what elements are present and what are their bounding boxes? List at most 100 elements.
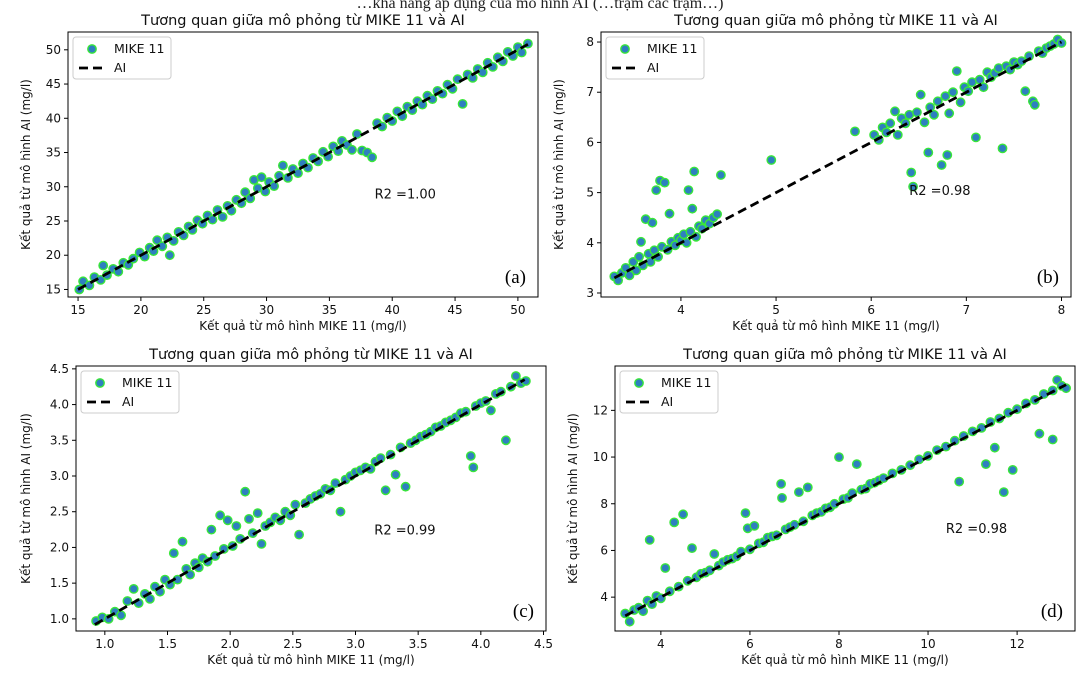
y-tick-label: 35 (46, 146, 61, 160)
y-tick-label: 6 (600, 543, 608, 557)
x-tick-label: 30 (259, 303, 274, 317)
scatter-point (634, 251, 644, 262)
scatter-point (500, 435, 511, 446)
scatter-point (709, 549, 720, 559)
y-axis-label: Kết quả từ mô hình AI (mg/l) (566, 413, 580, 584)
scatter-point (912, 107, 922, 118)
ai-regression-line (77, 43, 529, 291)
scatter-point (1047, 434, 1058, 445)
x-axis-label: Kết quả từ mô hình MIKE 11 (mg/l) (207, 653, 414, 667)
plot-frame (75, 365, 547, 632)
ai-regression-line (624, 383, 1067, 618)
scatter-point (122, 596, 133, 606)
x-tick-label: 15 (70, 303, 85, 317)
scatter-point (294, 529, 304, 540)
scatter-point (989, 442, 1000, 453)
y-tick-label: 3.0 (50, 469, 69, 483)
y-tick-label: 3.5 (50, 433, 69, 447)
panel-label: (b) (1037, 267, 1059, 288)
scatter-point (1034, 428, 1045, 439)
x-tick-label: 10 (920, 637, 935, 651)
legend-ai: AI (661, 394, 673, 409)
r2-annotation: R2 =1.00 (375, 187, 436, 202)
legend-mike11: MIKE 11 (122, 375, 172, 390)
scatter-point (948, 87, 958, 98)
x-tick-label: 8 (1058, 303, 1066, 317)
x-tick-label: 2.0 (221, 637, 240, 651)
scatter-point (206, 524, 217, 535)
scatter-point (885, 118, 896, 129)
scatter-point (457, 99, 468, 109)
x-axis-label: Kết quả từ mô hình MIKE 11 (mg/l) (199, 319, 406, 333)
x-tick-label: 45 (447, 303, 462, 317)
scatter-point (352, 129, 362, 139)
y-tick-label: 20 (46, 248, 61, 262)
x-tick-label: 50 (510, 303, 525, 317)
x-tick-label: 3.5 (409, 637, 428, 651)
y-tick-label: 1.5 (50, 576, 69, 590)
x-tick-label: 7 (963, 303, 971, 317)
scatter-point (932, 96, 943, 107)
scatter-point (269, 181, 279, 192)
scatter-point (906, 167, 917, 178)
x-tick-label: 4.0 (471, 637, 490, 651)
scatter-point (330, 478, 341, 488)
plot-frame (67, 31, 539, 298)
scatter-point (256, 539, 267, 549)
y-tick-label: 4 (600, 590, 608, 604)
scatter-point (222, 515, 233, 526)
scatter-point (971, 132, 981, 143)
scatter-point (929, 109, 939, 120)
x-tick-label: 6 (746, 637, 754, 651)
scatter-point (290, 499, 301, 510)
plot-frame (614, 365, 1076, 632)
r2-annotation: R2 =0.99 (374, 524, 435, 539)
r2-annotation: R2 =0.98 (946, 522, 1007, 537)
scatter-point (244, 514, 254, 524)
x-tick-label: 2.5 (283, 637, 302, 651)
scatter-point (240, 486, 251, 497)
y-tick-label: 25 (46, 214, 61, 228)
x-tick-label: 12 (1009, 637, 1024, 651)
y-tick-label: 5 (586, 186, 594, 200)
y-tick-label: 15 (46, 282, 61, 296)
scatter-point (277, 160, 288, 171)
y-axis-label: Kết quả từ mô hình AI (mg/l) (19, 79, 33, 250)
scatter-point (850, 126, 860, 137)
x-tick-label: 3.0 (346, 637, 365, 651)
x-tick-label: 5 (772, 303, 780, 317)
scatter-point (997, 143, 1008, 154)
legend-ai: AI (114, 60, 126, 75)
y-tick-label: 3 (586, 286, 594, 300)
y-tick-label: 7 (586, 85, 594, 99)
scatter-point (164, 250, 175, 261)
scatter-point (998, 487, 1009, 497)
scatter-point (335, 506, 346, 517)
scatter-point (776, 478, 786, 489)
scatter-point (1029, 99, 1040, 110)
legend-mike11: MIKE 11 (114, 41, 164, 56)
chart-panel-a: Tương quan giữa mô phỏng từ MIKE 11 và A… (19, 13, 539, 333)
plot-frame (600, 31, 1072, 298)
scatter-point (740, 508, 751, 518)
ai-regression-line (94, 378, 526, 626)
y-tick-label: 4.0 (50, 398, 69, 412)
legend-mike11: MIKE 11 (661, 375, 711, 390)
scatter-point (1020, 86, 1031, 97)
scatter-point (687, 203, 698, 214)
scatter-point (252, 508, 263, 518)
scatter-point (624, 616, 635, 627)
x-tick-label: 35 (322, 303, 337, 317)
y-tick-label: 2.5 (50, 505, 69, 519)
scatter-point (915, 89, 926, 100)
scatter-point (749, 521, 760, 531)
scatter-point (116, 610, 127, 621)
x-tick-label: 4 (657, 637, 665, 651)
panel-label: (c) (513, 601, 534, 622)
scatter-point (128, 584, 139, 594)
scatter-point (636, 236, 646, 247)
x-tick-label: 25 (196, 303, 211, 317)
scatter-point (465, 451, 476, 461)
scatter-point (955, 97, 966, 108)
